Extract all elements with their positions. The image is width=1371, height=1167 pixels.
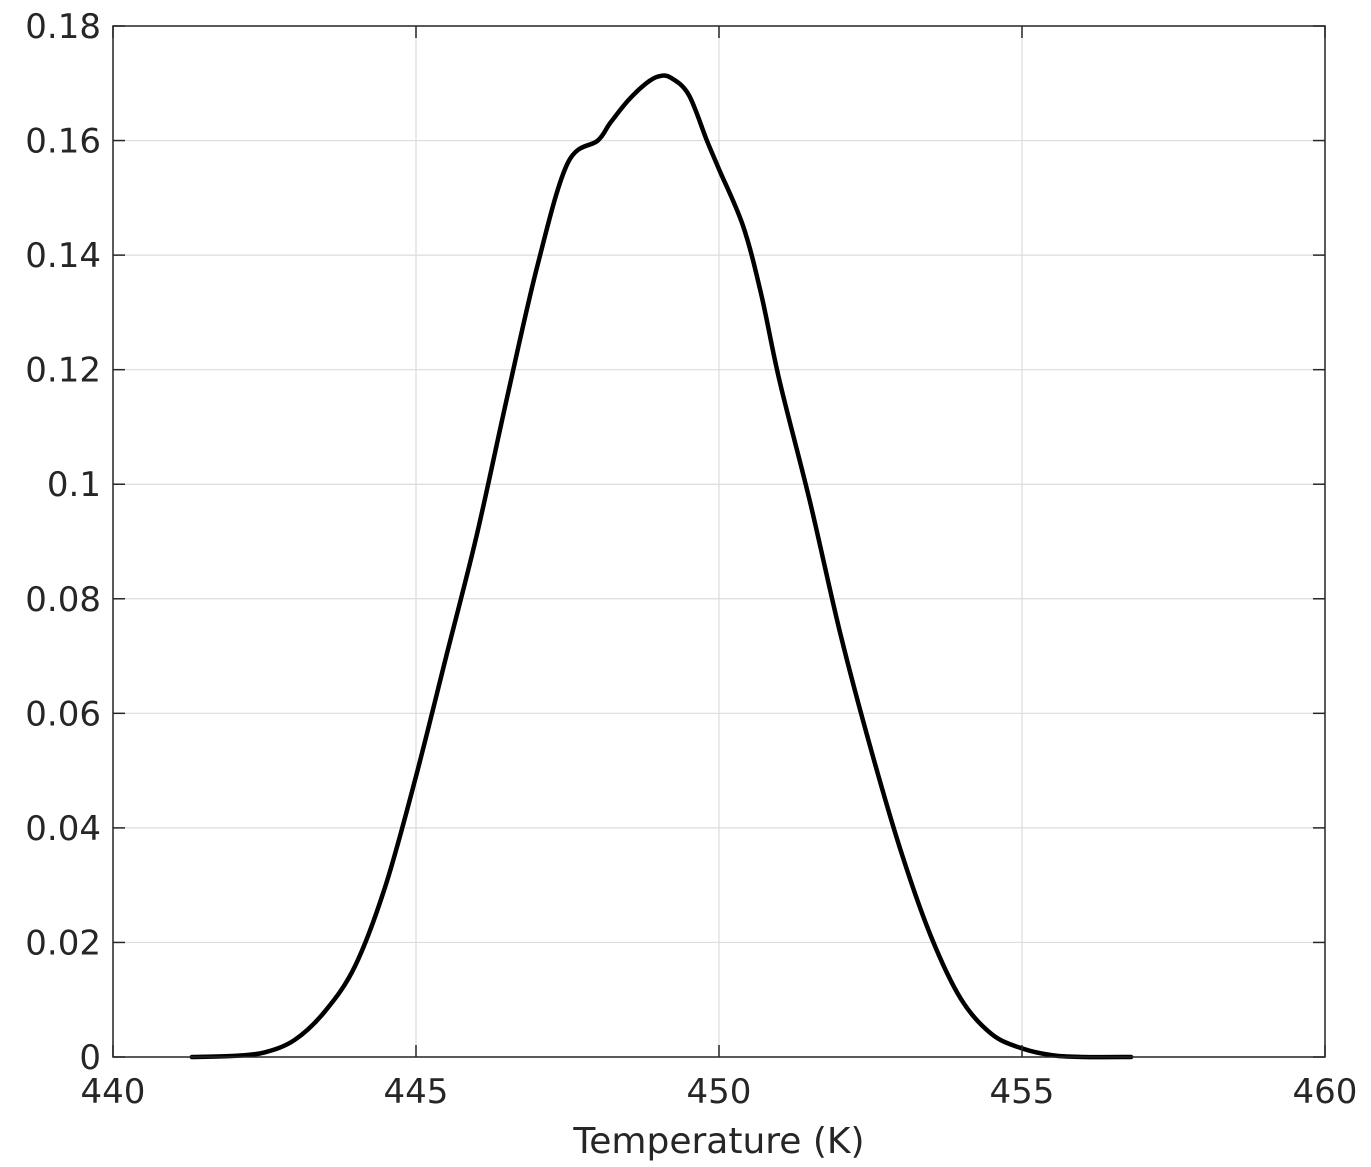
y-tick-label: 0.12 xyxy=(25,351,101,391)
plot-area xyxy=(189,73,1134,1060)
x-axis-label: Temperature (K) xyxy=(572,1121,864,1162)
x-tick-label: 440 xyxy=(81,1072,146,1112)
y-tick-label: 0.02 xyxy=(25,923,101,963)
tick-marks xyxy=(112,25,1326,1058)
y-tick-label: 0.06 xyxy=(25,694,101,734)
y-tick-label: 0.08 xyxy=(25,580,101,620)
y-tick-label: 0.18 xyxy=(25,7,101,47)
y-tick-label: 0 xyxy=(79,1038,101,1078)
y-tick-label: 0.14 xyxy=(25,236,101,276)
x-tick-label: 455 xyxy=(990,1072,1055,1112)
x-tick-label: 445 xyxy=(384,1072,449,1112)
x-tick-labels: 440 445 450 455 460 xyxy=(81,1072,1358,1112)
grid-lines xyxy=(112,25,1326,1058)
series-line xyxy=(189,73,1134,1060)
y-tick-label: 0.16 xyxy=(25,122,101,162)
x-tick-label: 450 xyxy=(687,1072,752,1112)
y-tick-label: 0.1 xyxy=(47,465,101,505)
x-tick-label: 460 xyxy=(1293,1072,1358,1112)
y-tick-label: 0.04 xyxy=(25,809,101,849)
y-tick-labels: 0 0.02 0.04 0.06 0.08 0.1 0.12 0.14 0.16 0.18 xyxy=(25,7,101,1078)
